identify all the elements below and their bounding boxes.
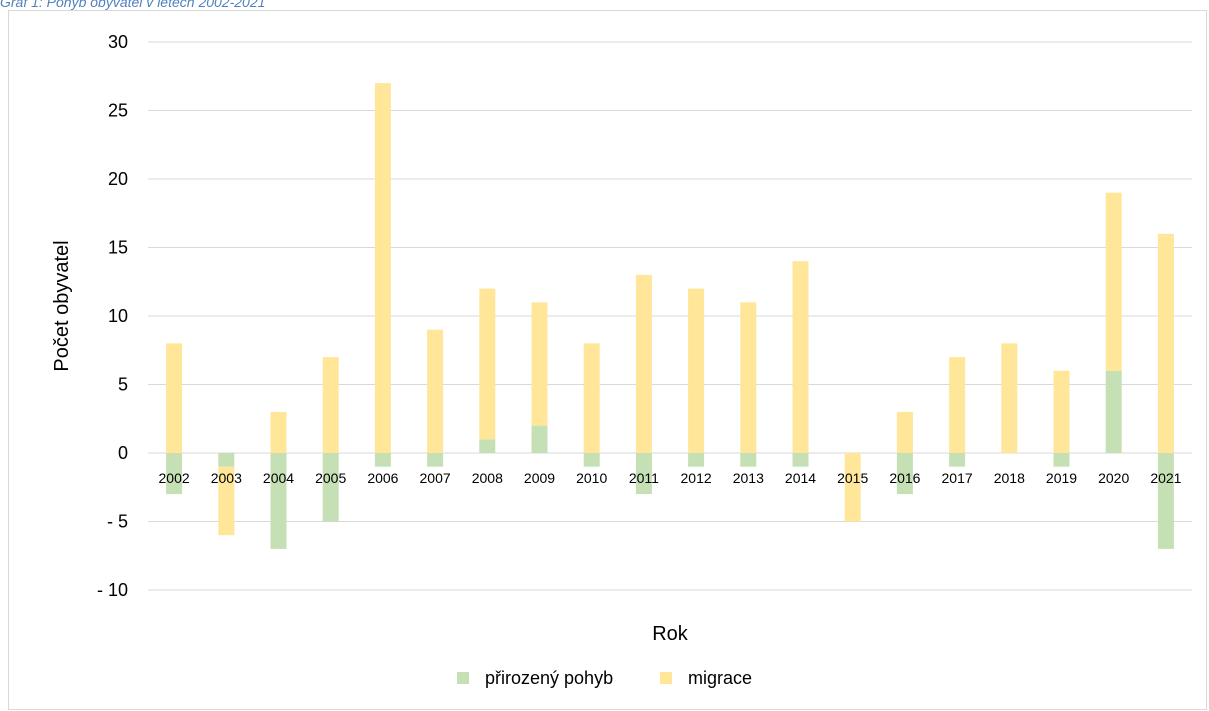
bar-prirozeny-pohyb-2010 — [583, 453, 600, 467]
bar-prirozeny-pohyb-2014 — [792, 453, 809, 467]
x-tick-label: 2006 — [367, 470, 398, 486]
y-tick-label: 5 — [118, 375, 128, 395]
x-tick-label: 2020 — [1098, 470, 1129, 486]
bar-migrace-2002 — [166, 343, 183, 453]
bar-migrace-2013 — [740, 302, 757, 453]
legend-label-migrace: migrace — [688, 668, 752, 688]
bar-migrace-2007 — [427, 329, 444, 453]
x-tick-label: 2016 — [889, 470, 920, 486]
x-tick-label: 2008 — [472, 470, 503, 486]
y-tick-label: - 5 — [107, 512, 128, 532]
bar-prirozeny-pohyb-2003 — [218, 453, 235, 467]
x-tick-label: 2014 — [785, 470, 816, 486]
bar-prirozeny-pohyb-2011 — [635, 453, 652, 495]
bar-prirozeny-pohyb-2008 — [479, 439, 496, 453]
bar-migrace-2006 — [374, 83, 391, 453]
bar-migrace-2021 — [1157, 233, 1174, 453]
y-tick-label: 15 — [108, 238, 128, 258]
x-tick-label: 2007 — [420, 470, 451, 486]
x-tick-label: 2015 — [837, 470, 868, 486]
x-axis-title: Rok — [652, 623, 689, 645]
x-tick-label: 2018 — [994, 470, 1025, 486]
bar-prirozeny-pohyb-2016 — [896, 453, 913, 495]
x-tick-label: 2002 — [159, 470, 190, 486]
y-tick-label: 20 — [108, 169, 128, 189]
bar-migrace-2016 — [896, 411, 913, 453]
x-tick-label: 2021 — [1150, 470, 1181, 486]
x-tick-label: 2003 — [211, 470, 242, 486]
chart-caption: Graf 1: Pohyb obyvatel v letech 2002-202… — [0, 0, 266, 10]
y-tick-label: 25 — [108, 101, 128, 121]
y-axis-title: Počet obyvatel — [51, 240, 73, 371]
x-tick-label: 2010 — [576, 470, 607, 486]
bar-migrace-2005 — [322, 357, 339, 453]
x-tick-label: 2013 — [733, 470, 764, 486]
bar-prirozeny-pohyb-2002 — [166, 453, 183, 495]
bar-migrace-2009 — [531, 302, 548, 426]
bar-migrace-2011 — [635, 274, 652, 453]
x-tick-label: 2004 — [263, 470, 294, 486]
bar-migrace-2020 — [1105, 192, 1122, 371]
bar-migrace-2017 — [949, 357, 966, 453]
bar-prirozeny-pohyb-2006 — [374, 453, 391, 467]
bar-migrace-2003 — [218, 466, 235, 536]
bar-migrace-2012 — [688, 288, 705, 453]
bar-migrace-2008 — [479, 288, 496, 440]
x-tick-label: 2012 — [681, 470, 712, 486]
legend-swatch-migrace — [660, 672, 672, 684]
bar-migrace-2018 — [1001, 343, 1018, 453]
bar-prirozeny-pohyb-2013 — [740, 453, 757, 467]
bar-prirozeny-pohyb-2004 — [270, 453, 287, 549]
bar-prirozeny-pohyb-2020 — [1105, 370, 1122, 453]
bar-migrace-2015 — [844, 453, 861, 522]
bar-prirozeny-pohyb-2005 — [322, 453, 339, 522]
bar-prirozeny-pohyb-2012 — [688, 453, 705, 467]
bar-migrace-2004 — [270, 411, 287, 453]
x-tick-label: 2011 — [629, 470, 659, 486]
bar-prirozeny-pohyb-2021 — [1157, 453, 1174, 549]
bar-migrace-2014 — [792, 261, 809, 453]
bar-migrace-2010 — [583, 343, 600, 453]
bar-prirozeny-pohyb-2009 — [531, 425, 548, 453]
y-tick-label: 30 — [108, 32, 128, 52]
bar-prirozeny-pohyb-2019 — [1053, 453, 1070, 467]
bar-prirozeny-pohyb-2017 — [949, 453, 966, 467]
x-tick-label: 2009 — [524, 470, 555, 486]
legend-swatch-prirozeny-pohyb — [457, 672, 469, 684]
bar-migrace-2019 — [1053, 370, 1070, 453]
y-tick-label: 10 — [108, 306, 128, 326]
legend-label-prirozeny-pohyb: přirozený pohyb — [485, 668, 613, 688]
y-tick-label: - 10 — [97, 580, 128, 600]
bar-prirozeny-pohyb-2007 — [427, 453, 444, 467]
x-tick-label: 2017 — [942, 470, 973, 486]
x-tick-label: 2005 — [315, 470, 346, 486]
x-tick-label: 2019 — [1046, 470, 1077, 486]
y-tick-label: 0 — [118, 443, 128, 463]
